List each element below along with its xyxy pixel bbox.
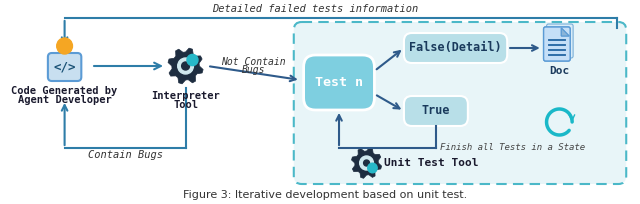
FancyBboxPatch shape: [404, 96, 468, 126]
Polygon shape: [561, 28, 569, 36]
FancyBboxPatch shape: [547, 24, 573, 58]
Polygon shape: [168, 48, 203, 84]
FancyBboxPatch shape: [294, 22, 626, 184]
Text: Figure 3: Iterative development based on unit test.: Figure 3: Iterative development based on…: [183, 190, 467, 200]
Circle shape: [360, 156, 374, 170]
Text: Finish all Tests in a State: Finish all Tests in a State: [440, 143, 585, 153]
Polygon shape: [351, 148, 381, 178]
Text: Not Contain: Not Contain: [221, 57, 286, 67]
FancyBboxPatch shape: [543, 27, 570, 61]
FancyBboxPatch shape: [404, 33, 508, 63]
Text: Interpreter: Interpreter: [151, 91, 220, 101]
Circle shape: [178, 58, 193, 74]
Circle shape: [187, 54, 198, 66]
Circle shape: [182, 62, 189, 70]
Text: Code Generated by: Code Generated by: [12, 86, 118, 96]
FancyBboxPatch shape: [303, 55, 374, 110]
Circle shape: [364, 160, 369, 166]
Text: Detailed failed tests information: Detailed failed tests information: [212, 4, 419, 14]
Text: False(Detail): False(Detail): [409, 41, 502, 54]
Circle shape: [368, 163, 377, 173]
Text: Bugs: Bugs: [242, 65, 265, 75]
Text: Doc: Doc: [549, 66, 570, 76]
Text: Agent Developer: Agent Developer: [18, 95, 111, 105]
FancyBboxPatch shape: [48, 53, 81, 81]
Circle shape: [57, 38, 72, 54]
Text: Tool: Tool: [173, 100, 198, 110]
Text: Test n: Test n: [315, 76, 363, 89]
Text: Unit Test Tool: Unit Test Tool: [384, 158, 479, 168]
Text: True: True: [422, 104, 450, 118]
Text: Contain Bugs: Contain Bugs: [88, 150, 163, 160]
Polygon shape: [561, 28, 569, 36]
Text: </>: </>: [53, 61, 76, 73]
